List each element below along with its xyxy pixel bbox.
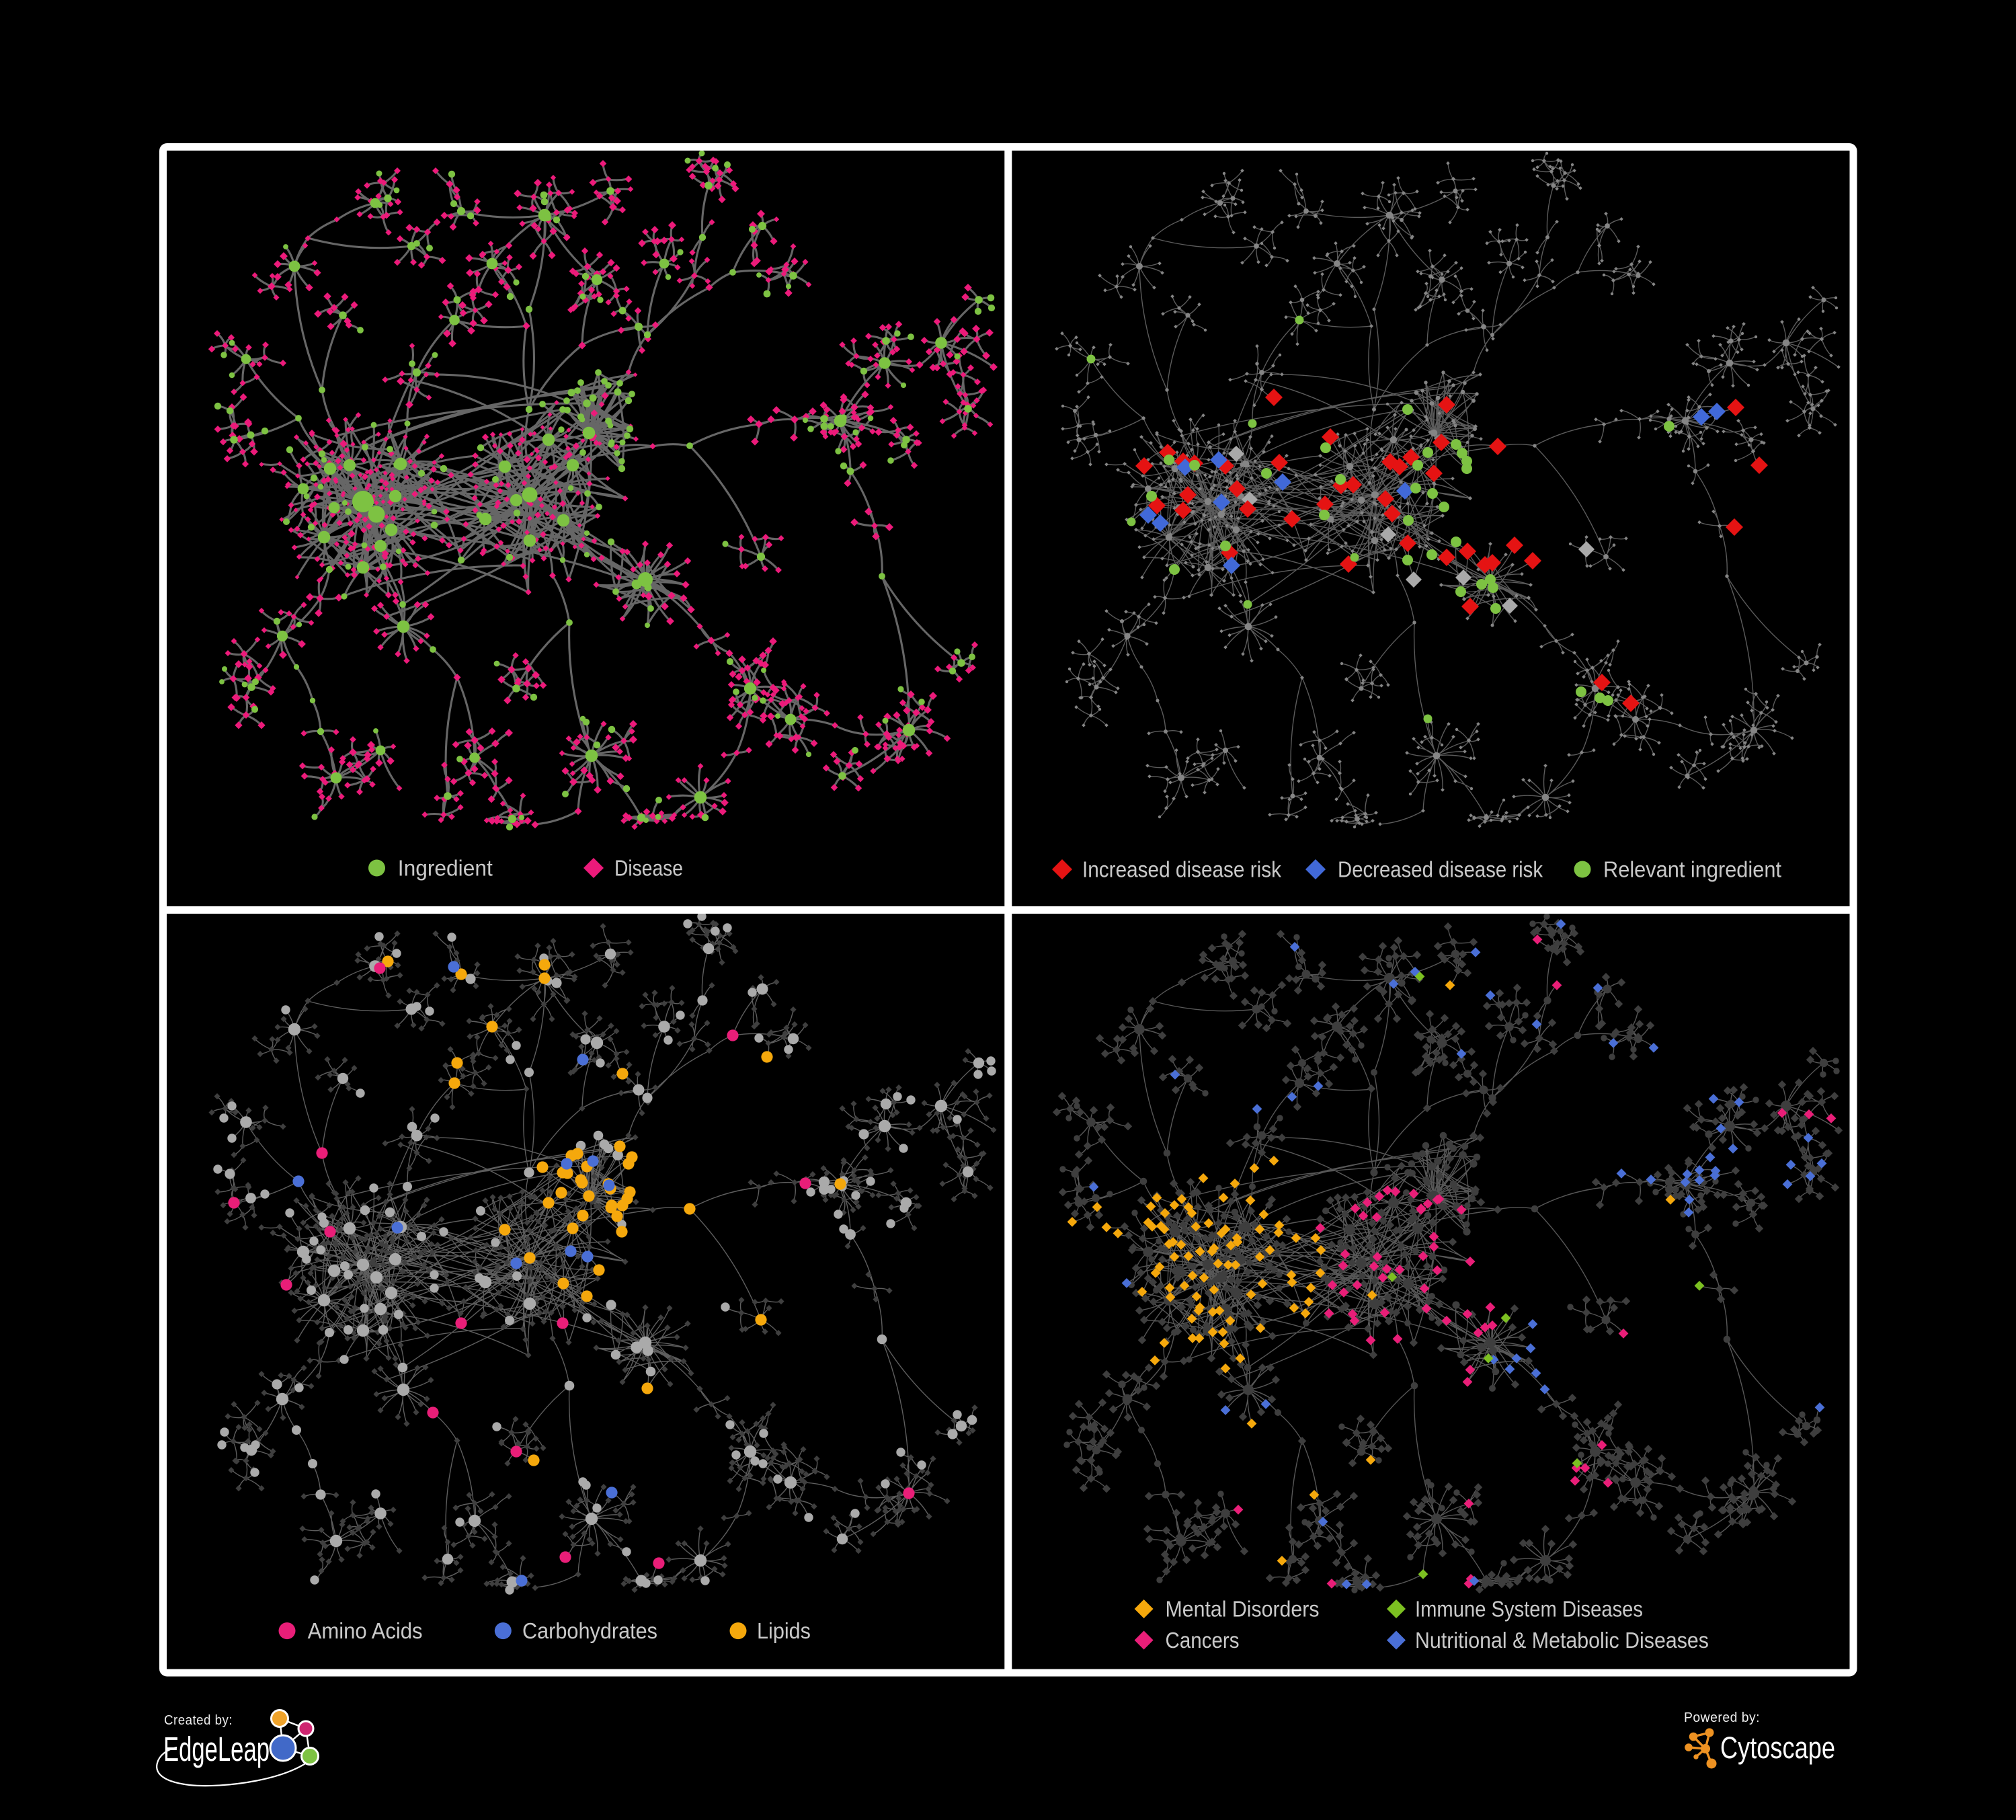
svg-text:Created by:: Created by: [164, 1713, 233, 1728]
svg-text:Amino Acids: Amino Acids [308, 1618, 423, 1643]
svg-text:Mental Disorders: Mental Disorders [1166, 1597, 1320, 1622]
svg-text:Cytoscape: Cytoscape [1720, 1731, 1835, 1765]
svg-text:Ingredient: Ingredient [398, 856, 493, 881]
svg-text:Immune System Diseases: Immune System Diseases [1415, 1597, 1643, 1622]
svg-text:Disease: Disease [614, 856, 683, 881]
svg-text:Nutritional & Metabolic Diseas: Nutritional & Metabolic Diseases [1415, 1628, 1709, 1653]
svg-text:Increased disease risk: Increased disease risk [1082, 857, 1281, 882]
svg-text:Cancers: Cancers [1166, 1628, 1240, 1653]
svg-text:Decreased disease risk: Decreased disease risk [1338, 857, 1543, 882]
svg-text:Powered by:: Powered by: [1684, 1710, 1760, 1725]
svg-text:EdgeLeap: EdgeLeap [163, 1730, 270, 1768]
svg-text:Carbohydrates: Carbohydrates [522, 1618, 657, 1643]
svg-text:Lipids: Lipids [757, 1618, 811, 1643]
svg-text:Relevant ingredient: Relevant ingredient [1603, 857, 1781, 882]
